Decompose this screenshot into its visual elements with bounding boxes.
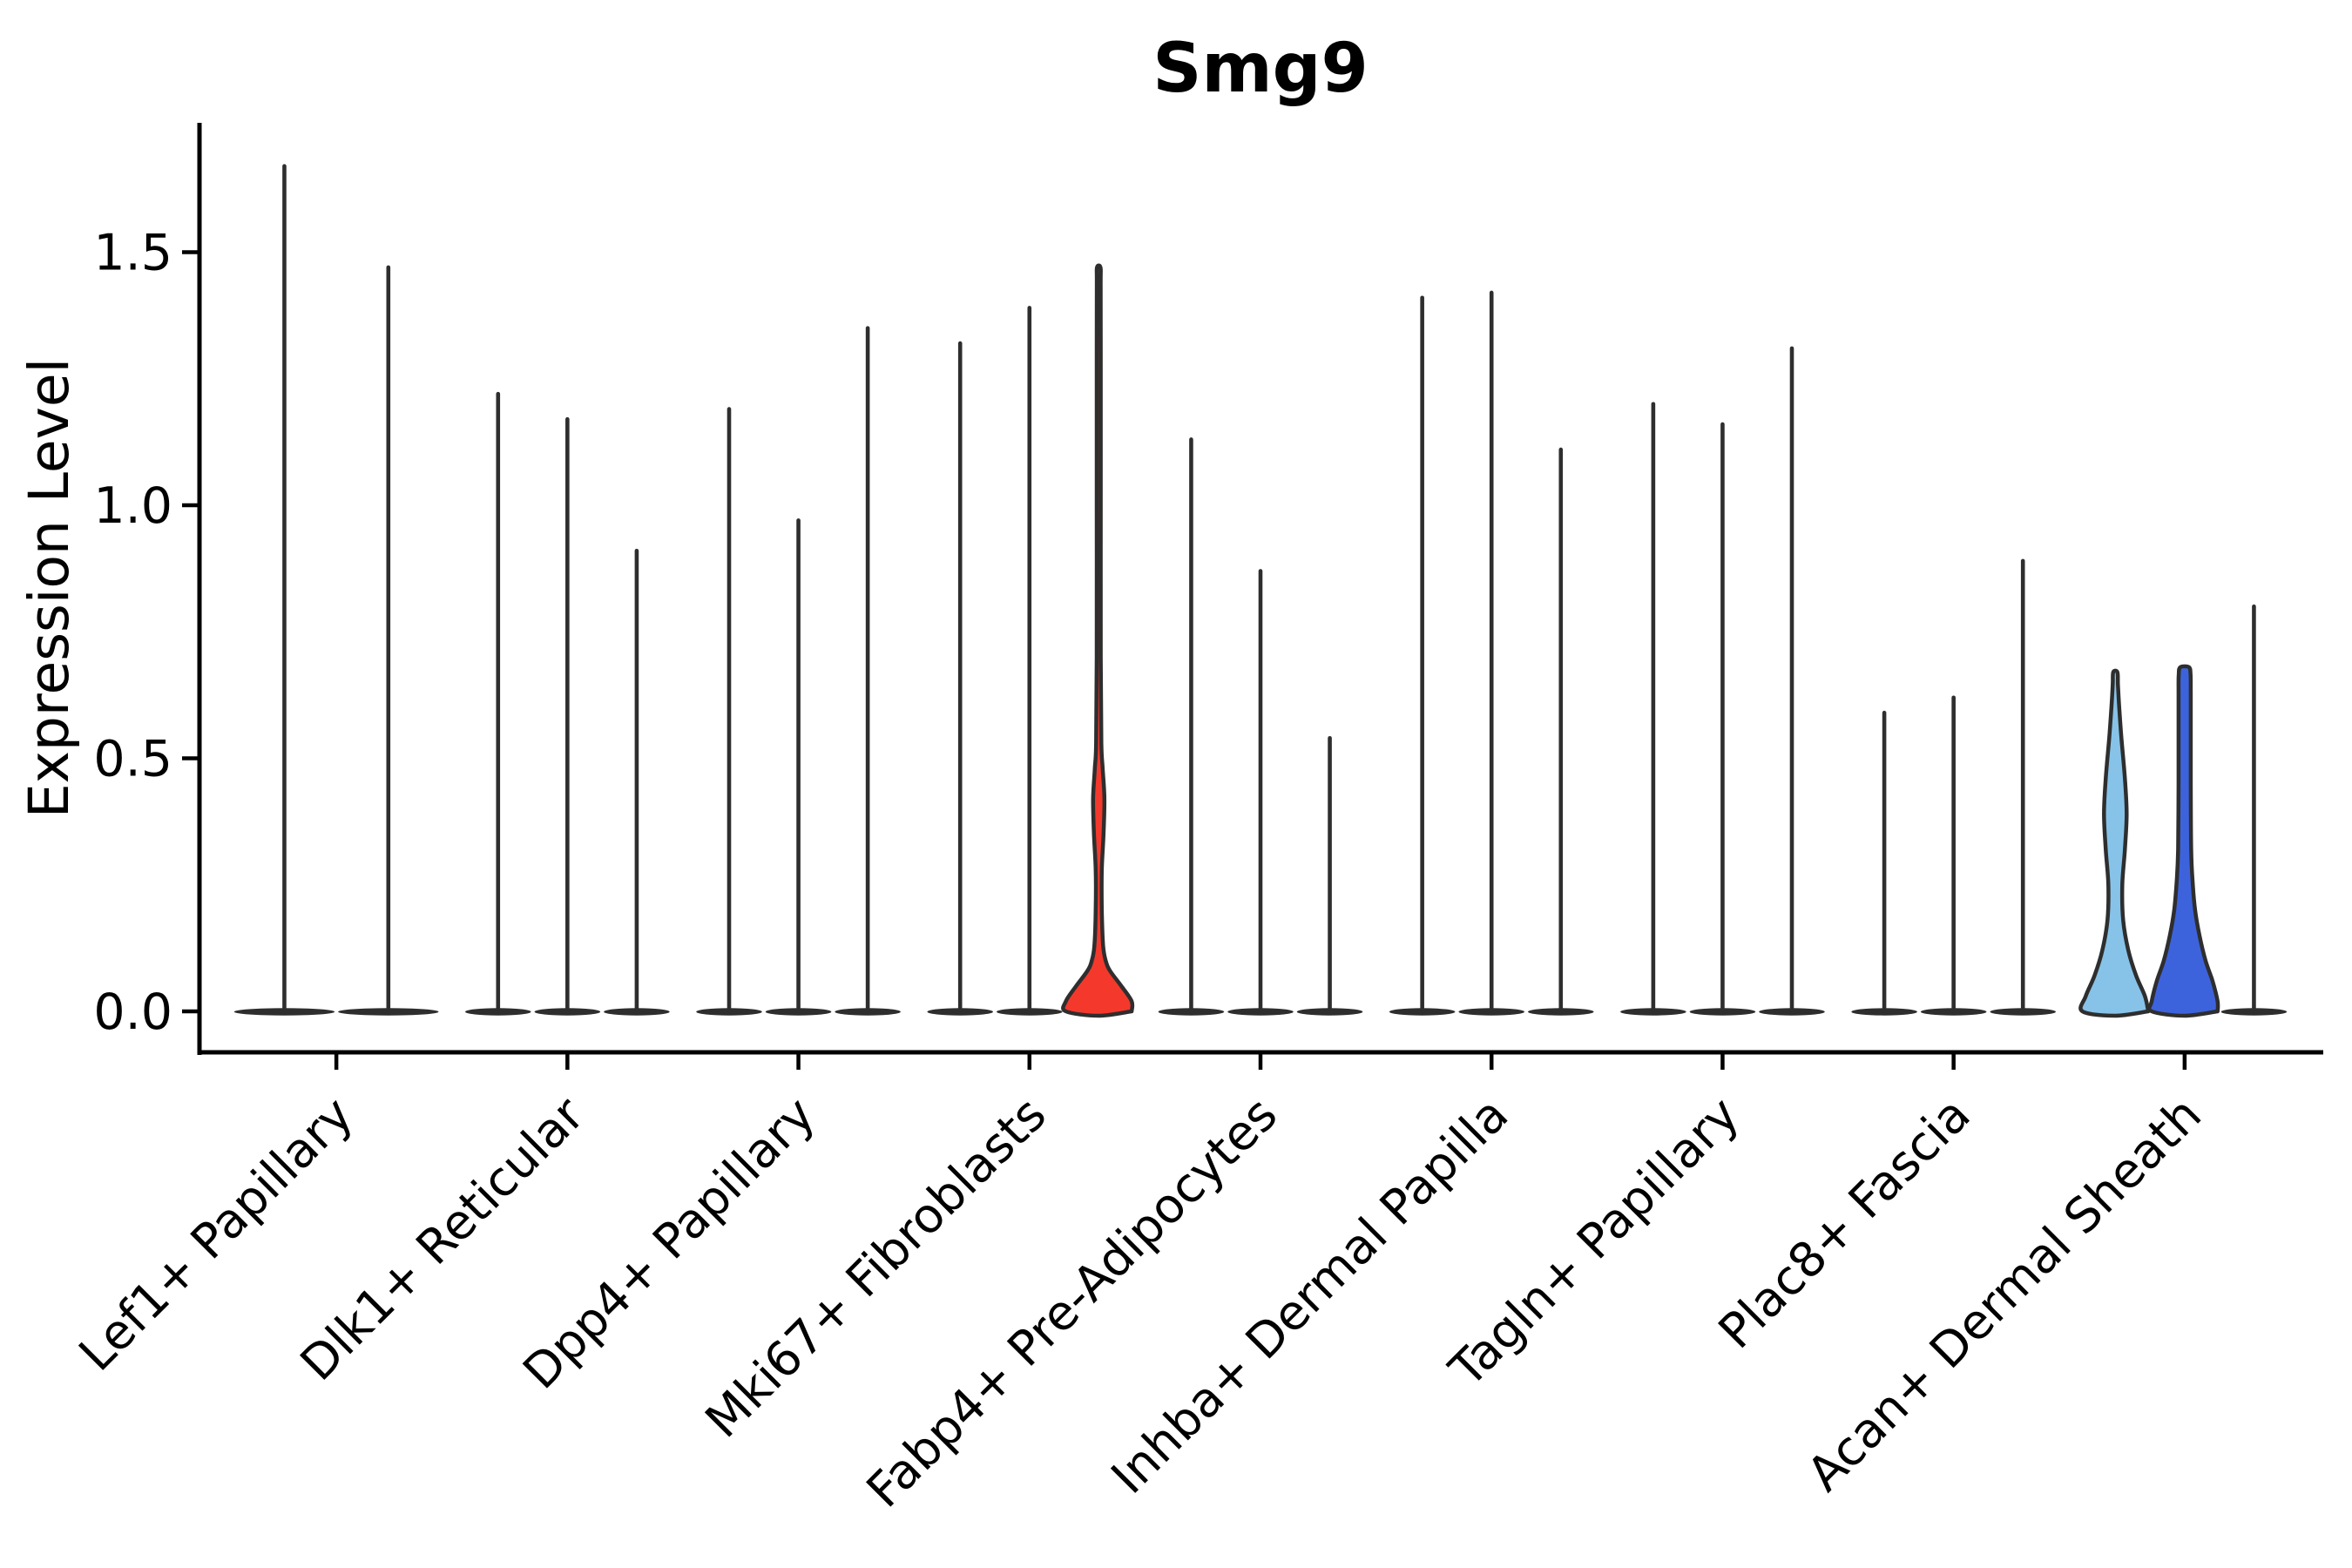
- violin-group: [2078, 604, 2288, 1018]
- violin-group: [1158, 437, 1363, 1016]
- y-tick-label: 1.0: [93, 477, 172, 535]
- axes-layer: [182, 123, 2323, 1070]
- y-axis-label: Expression Level: [17, 358, 81, 818]
- violin-group: [465, 391, 670, 1016]
- violin-group: [927, 263, 1135, 1018]
- violin-shaped: [2146, 664, 2220, 1018]
- chart-title: Smg9: [1152, 30, 1369, 108]
- violin-group: [233, 164, 439, 1016]
- violin-shaped: [1061, 263, 1135, 1018]
- y-tick-label: 0.0: [93, 983, 172, 1041]
- violin-group: [696, 326, 901, 1016]
- violins-layer: [233, 164, 2288, 1018]
- violin-group: [1851, 558, 2056, 1016]
- violin-group: [1389, 290, 1594, 1016]
- y-tick-label: 0.5: [93, 731, 172, 788]
- y-tick-label: 1.5: [93, 225, 172, 282]
- violin-shaped: [2078, 668, 2151, 1018]
- violin-group: [1620, 346, 1825, 1016]
